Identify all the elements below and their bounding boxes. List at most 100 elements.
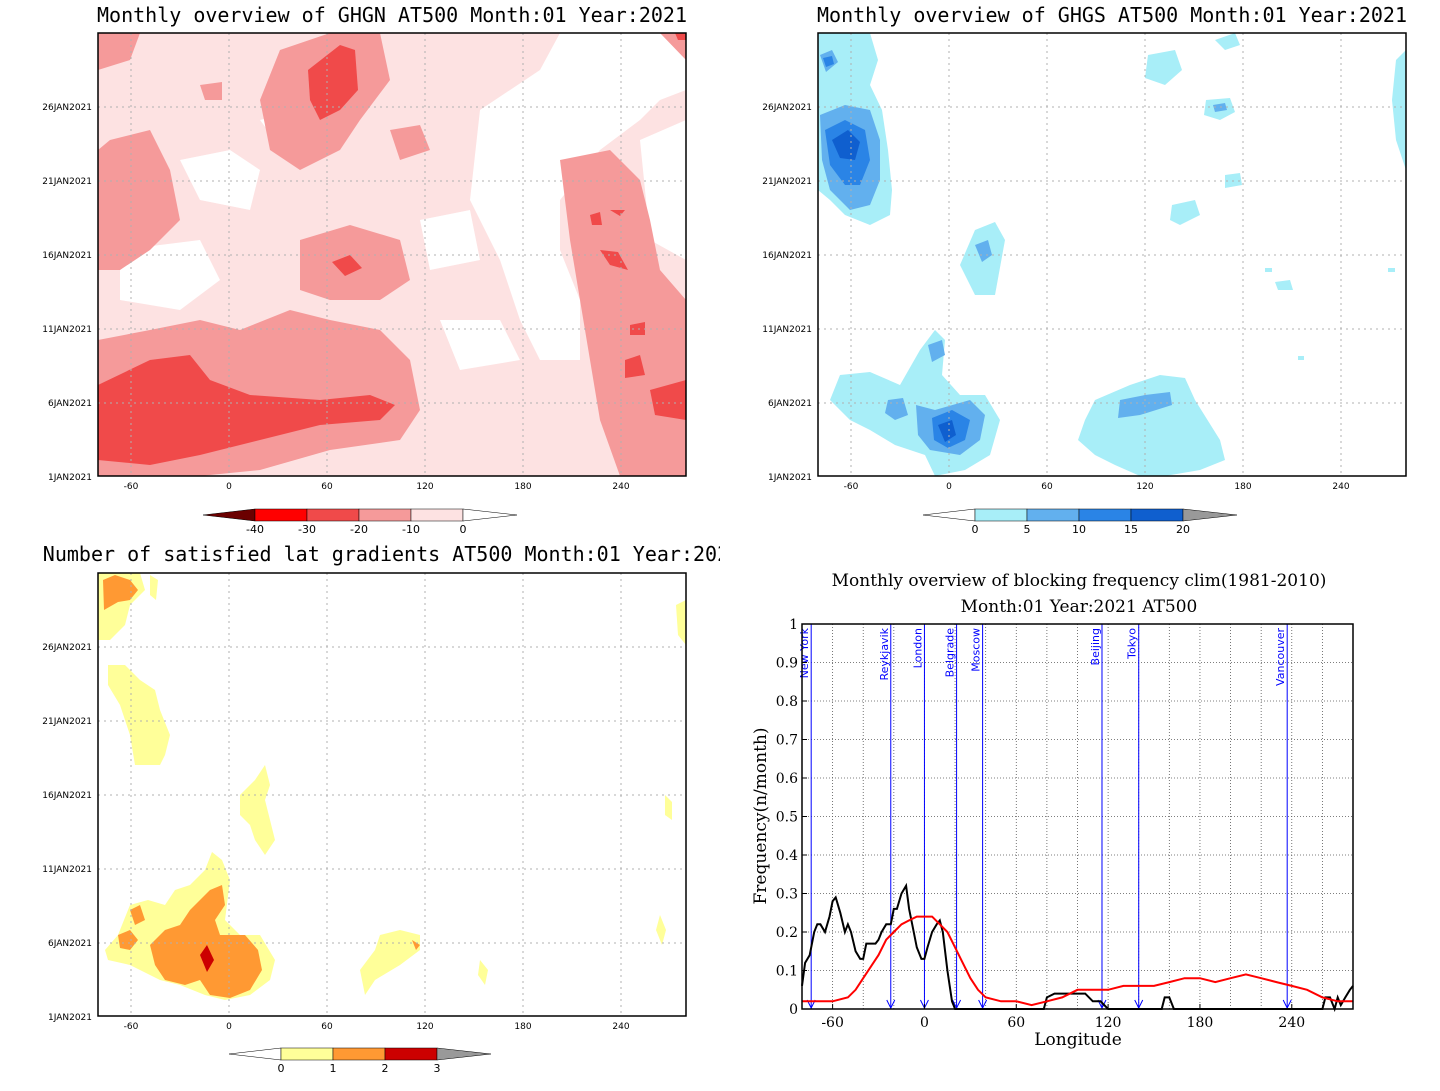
y-tick-label: 0.3 xyxy=(776,887,798,903)
colorbar-swatch xyxy=(922,508,976,522)
ghgn-panel: Monthly overview of GHGN AT500 Month:01 … xyxy=(42,3,687,536)
city-label: London xyxy=(911,628,924,668)
colorbar-label: -20 xyxy=(350,523,368,536)
ghgn-title: Monthly overview of GHGN AT500 Month:01 … xyxy=(97,3,687,27)
y-tick-label: 0.2 xyxy=(776,925,798,941)
x-tick: 240 xyxy=(612,482,629,492)
colorbar-label: 0 xyxy=(278,1062,285,1075)
colorbar-swatch xyxy=(384,1047,438,1061)
x-tick: 0 xyxy=(226,1022,232,1032)
colorbar-swatch xyxy=(1078,508,1132,522)
chart-subtitle: Month:01 Year:2021 AT500 xyxy=(961,597,1198,617)
colorbar-swatch xyxy=(1026,508,1080,522)
x-tick: 0 xyxy=(946,482,952,492)
x-tick: 120 xyxy=(416,482,433,492)
y-tick-label: 0.1 xyxy=(776,964,798,980)
x-tick: 120 xyxy=(1136,482,1153,492)
chart-grid xyxy=(802,624,1353,1009)
y-tick-label: 0.4 xyxy=(776,848,798,864)
y-tick: 26JAN2021 xyxy=(42,643,92,653)
colorbar-label: -10 xyxy=(402,523,420,536)
city-arrow xyxy=(1097,999,1107,1010)
colorbar-swatch xyxy=(1130,508,1184,522)
ghgs-y-ticks: 1JAN2021 6JAN2021 11JAN2021 16JAN2021 21… xyxy=(762,103,812,483)
y-tick-label: 0.9 xyxy=(776,656,798,672)
chart-x-ticks: -60 0 60 120 180 240 xyxy=(821,1004,1305,1031)
y-tick: 1JAN2021 xyxy=(48,1013,92,1023)
x-tick: 0 xyxy=(226,482,232,492)
ghgs-x-ticks: -60 0 60 120 180 240 xyxy=(844,482,1350,492)
colorbar-swatch xyxy=(1182,508,1238,522)
y-tick-label: 0 xyxy=(789,1002,798,1018)
sat-x-ticks: -60 0 60 120 180 240 xyxy=(124,1022,630,1032)
y-tick: 21JAN2021 xyxy=(42,717,92,727)
y-tick: 6JAN2021 xyxy=(48,399,92,409)
x-tick: 240 xyxy=(612,1022,629,1032)
colorbar-swatch xyxy=(228,1047,282,1061)
y-tick: 11JAN2021 xyxy=(42,325,92,335)
ghgs-colorbar: 0 5 10 15 20 xyxy=(922,508,1238,536)
y-tick: 16JAN2021 xyxy=(762,251,812,261)
colorbar-swatch xyxy=(202,508,256,522)
y-tick: 6JAN2021 xyxy=(48,939,92,949)
x-tick: 60 xyxy=(321,482,333,492)
city-markers: New York Reykjavik London Belgrade Moscow Bei… xyxy=(798,624,1292,1010)
colorbar-label: 0 xyxy=(972,523,979,536)
blocking-chart: Monthly overview of blocking frequency c… xyxy=(751,571,1354,1050)
chart-xlabel: Longitude xyxy=(1034,1030,1122,1050)
x-tick: 180 xyxy=(1234,482,1251,492)
colorbar-swatch xyxy=(436,1047,492,1061)
x-tick: -60 xyxy=(844,482,859,492)
city-label: Reykjavik xyxy=(878,627,891,680)
colorbar-swatch xyxy=(410,508,464,522)
colorbar-swatch xyxy=(974,508,1028,522)
x-tick: 120 xyxy=(416,1022,433,1032)
x-tick: 180 xyxy=(514,1022,531,1032)
ghgn-y-ticks: 1JAN2021 6JAN2021 11JAN2021 16JAN2021 21… xyxy=(42,103,92,483)
x-tick-label: 60 xyxy=(1007,1015,1025,1031)
city-label: New York xyxy=(798,627,811,678)
colorbar-label: -40 xyxy=(246,523,264,536)
city-arrow xyxy=(806,999,816,1010)
chart-title: Monthly overview of blocking frequency c… xyxy=(832,571,1327,591)
x-tick: -60 xyxy=(124,482,139,492)
y-tick: 1JAN2021 xyxy=(48,473,92,483)
city-label: Tokyo xyxy=(1126,628,1139,660)
ghgs-frame xyxy=(817,32,1407,477)
x-tick: 60 xyxy=(321,1022,333,1032)
y-tick: 16JAN2021 xyxy=(42,251,92,261)
city-label: Vancouver xyxy=(1274,628,1287,686)
y-tick: 11JAN2021 xyxy=(42,865,92,875)
colorbar-label: 20 xyxy=(1176,523,1190,536)
y-tick-label: 0.7 xyxy=(776,733,798,749)
sat-panel: Number of satisfied lat gradients AT500 … xyxy=(42,542,720,1075)
colorbar-label: 1 xyxy=(330,1062,337,1075)
y-tick-label: 0.8 xyxy=(776,694,798,710)
chart-y-ticks: 0 0.1 0.2 0.3 0.4 0.5 0.6 0.7 0.8 0.9 1 xyxy=(776,617,807,1018)
sat-frame xyxy=(97,572,687,1017)
y-tick: 1JAN2021 xyxy=(768,473,812,483)
y-tick-label: 0.6 xyxy=(776,771,798,787)
chart-ylabel: Frequency(n/month) xyxy=(751,728,771,905)
x-tick-label: 0 xyxy=(920,1015,929,1031)
y-tick-label: 1 xyxy=(789,617,798,633)
x-tick-label: 120 xyxy=(1095,1015,1122,1031)
colorbar-swatch xyxy=(462,508,518,522)
x-tick: 180 xyxy=(514,482,531,492)
x-tick-label: -60 xyxy=(821,1015,844,1031)
y-tick: 21JAN2021 xyxy=(762,177,812,187)
ghgn-grid xyxy=(98,33,686,476)
y-tick: 21JAN2021 xyxy=(42,177,92,187)
colorbar-swatch xyxy=(306,508,360,522)
colorbar-swatch xyxy=(280,1047,334,1061)
colorbar-label: 2 xyxy=(382,1062,389,1075)
colorbar-swatch xyxy=(332,1047,386,1061)
y-tick: 26JAN2021 xyxy=(42,103,92,113)
y-tick-label: 0.5 xyxy=(776,810,798,826)
x-tick-label: 240 xyxy=(1278,1015,1305,1031)
city-arrow xyxy=(886,999,896,1010)
sat-y-ticks: 1JAN2021 6JAN2021 11JAN2021 16JAN2021 21… xyxy=(42,643,92,1023)
colorbar-label: 5 xyxy=(1024,523,1031,536)
ghgn-colorbar: -40 -30 -20 -10 0 xyxy=(202,508,518,536)
y-tick: 26JAN2021 xyxy=(762,103,812,113)
